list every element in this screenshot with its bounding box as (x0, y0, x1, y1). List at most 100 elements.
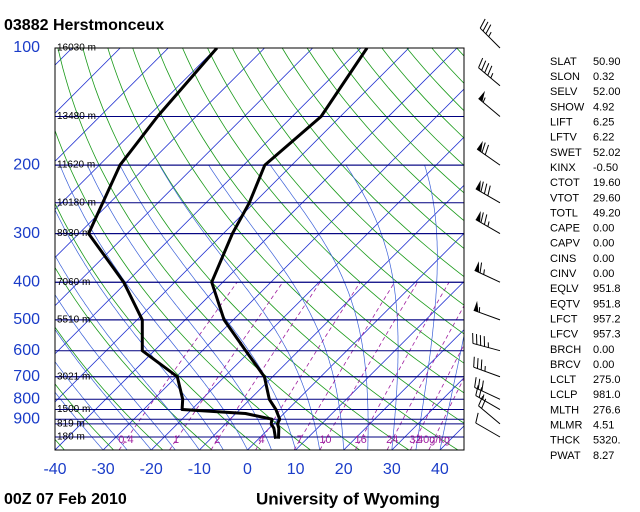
index-value: 52.00 (593, 86, 621, 98)
y-tick-label: 100 (13, 39, 40, 56)
dry-adiabat (55, 129, 311, 450)
barb-full (476, 358, 479, 369)
y-tick-label: 700 (13, 368, 40, 385)
index-value: 0.00 (593, 223, 614, 235)
index-value: 957.3 (593, 329, 621, 341)
index-value: 0.00 (593, 238, 614, 250)
height-label: 13480 m (57, 111, 96, 122)
index-name: LCLP (550, 389, 578, 401)
plot-frame (54, 47, 465, 451)
barb-half (482, 97, 486, 103)
dry-adiabat (132, 48, 464, 424)
barb-full (475, 385, 479, 396)
barb-staff (479, 27, 501, 49)
barb-half (487, 221, 490, 227)
index-name: SLON (550, 71, 580, 83)
mixing-ratio-label: 10 (319, 434, 331, 446)
mixing-ratio-line (410, 344, 464, 450)
mixing-ratio-label: 32 (409, 434, 421, 446)
isotherm (55, 48, 169, 162)
moist-adiabat (439, 333, 464, 450)
isotherm (55, 48, 362, 355)
dry-adiabat (207, 48, 464, 335)
barb-half (488, 31, 492, 37)
barb-full (481, 380, 484, 391)
barb-full (478, 396, 484, 407)
y-tick-label: 900 (13, 410, 40, 427)
barb-full (477, 378, 481, 390)
mixing-ratio-line (386, 305, 464, 450)
x-tick-label: -20 (140, 461, 163, 478)
index-name: CINS (550, 253, 576, 265)
barb-full (479, 18, 486, 29)
index-value: 0.00 (593, 253, 614, 265)
dry-adiabat (232, 48, 464, 306)
moist-adiabat (55, 254, 200, 450)
index-name: LCLT (550, 374, 576, 386)
barb-full (483, 183, 488, 194)
moist-adiabat (119, 164, 296, 450)
x-tick-label: 30 (383, 461, 401, 478)
mixing-ratio-line (210, 281, 321, 450)
mixing-ratio-label: 16 (354, 434, 366, 446)
x-tick-label: 10 (287, 461, 305, 478)
barb-full (480, 181, 484, 192)
wind-barb (474, 261, 501, 283)
height-label: 8930 m (57, 228, 90, 239)
index-value: 981.0 (593, 389, 621, 401)
y-tick-label: 200 (13, 156, 40, 173)
height-label: 10180 m (57, 197, 96, 208)
barb-full (479, 262, 483, 273)
index-value: -0.50 (593, 162, 618, 174)
wind-barb (478, 57, 501, 87)
dry-adiabat (55, 202, 262, 450)
barb-staff (472, 342, 501, 352)
barb-half (482, 394, 485, 400)
index-name: CAPE (550, 223, 580, 235)
index-value: 52.02 (593, 147, 621, 159)
dry-adiabat (157, 48, 464, 394)
barb-staff (475, 422, 501, 438)
index-name: LFCV (550, 329, 579, 341)
index-value: 0.00 (593, 359, 614, 371)
index-name: EQLV (550, 283, 579, 295)
moist-adiabat (55, 361, 128, 450)
index-value: 0.00 (593, 268, 614, 280)
index-name: SELV (550, 86, 578, 98)
index-value: 5320. (593, 435, 621, 447)
chart-title: 03882 Herstmonceux (4, 17, 164, 34)
mixing-ratio-line (293, 281, 395, 450)
height-label: 16030 m (57, 43, 96, 54)
height-label: 5510 m (57, 315, 90, 326)
x-tick-label: 0 (243, 461, 252, 478)
index-name: THCK (550, 435, 581, 447)
barb-full (484, 63, 490, 74)
index-value: 29.60 (593, 192, 621, 204)
barb-full (481, 142, 486, 153)
mixing-ratio-line (169, 281, 284, 450)
wind-barb (473, 356, 501, 378)
moist-adiabat (55, 391, 104, 450)
mixing-ratio-label: 1 (173, 434, 179, 446)
barb-full (475, 412, 479, 424)
barb-staff (478, 405, 501, 425)
isotherm (199, 184, 464, 450)
isotherm (55, 48, 410, 403)
isotherm (247, 232, 464, 450)
barb-staff (478, 67, 501, 87)
index-name: SHOW (550, 101, 585, 113)
barb-flag (478, 90, 485, 102)
isotherm (295, 281, 464, 450)
index-name: MLTH (550, 404, 579, 416)
mixing-ratio-label: 2 (214, 434, 220, 446)
height-label: 11620 m (57, 160, 95, 171)
mixing-ratio-label: 40g/kg (417, 434, 450, 446)
background-lines (55, 48, 464, 450)
dry-adiabat (281, 48, 464, 250)
dry-adiabat (256, 48, 464, 278)
index-value: 49.20 (593, 207, 621, 219)
moist-adiabat (208, 164, 345, 450)
barb-flag (477, 140, 483, 152)
x-tick-label: -30 (92, 461, 115, 478)
isotherm (150, 136, 464, 450)
